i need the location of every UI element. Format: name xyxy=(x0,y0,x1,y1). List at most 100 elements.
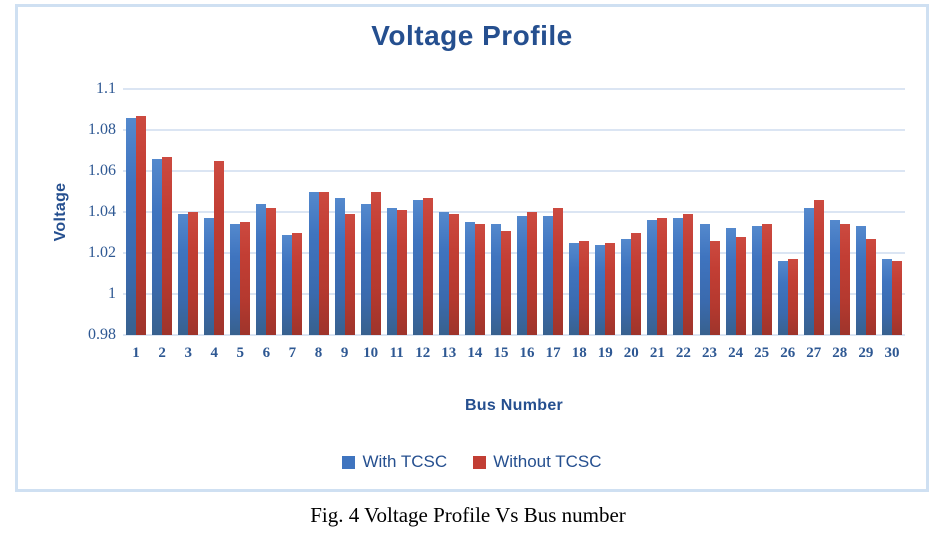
bar-without-tcsc-bus-20 xyxy=(631,232,642,335)
bar-with-tcsc-bus-14 xyxy=(464,222,475,335)
x-tick-label: 7 xyxy=(288,345,297,361)
bar-without-tcsc-bus-27 xyxy=(813,199,824,335)
y-tick-label: 1.1 xyxy=(96,80,116,97)
x-tick-label: 10 xyxy=(363,345,379,361)
x-tick-label: 8 xyxy=(314,345,323,361)
bar-with-tcsc-bus-23 xyxy=(699,224,710,335)
legend-label-with-tcsc: With TCSC xyxy=(362,452,448,471)
gridline xyxy=(123,170,905,172)
x-tick-label: 26 xyxy=(780,345,796,361)
y-tick-label: 1.08 xyxy=(88,121,116,138)
y-axis-title: Voltage xyxy=(52,182,69,242)
chart-legend: With TCSC Without TCSC xyxy=(16,452,928,472)
x-tick-label: 3 xyxy=(184,345,192,361)
x-tick-label: 9 xyxy=(340,345,349,361)
y-tick-label: 1 xyxy=(108,285,116,302)
bar-without-tcsc-bus-13 xyxy=(448,214,459,335)
gridline xyxy=(123,252,905,254)
bar-with-tcsc-bus-26 xyxy=(777,261,788,335)
bar-with-tcsc-bus-29 xyxy=(855,226,866,335)
bar-without-tcsc-bus-7 xyxy=(292,232,303,335)
x-tick-label: 19 xyxy=(597,345,613,361)
bar-with-tcsc-bus-25 xyxy=(751,226,762,335)
bar-without-tcsc-bus-10 xyxy=(370,191,381,335)
x-tick-label: 12 xyxy=(415,345,431,361)
bar-without-tcsc-bus-9 xyxy=(344,214,355,335)
chart-title: Voltage Profile xyxy=(371,20,573,51)
figure-caption: Fig. 4 Voltage Profile Vs Bus number xyxy=(310,503,626,527)
x-tick-label: 28 xyxy=(832,345,848,361)
bar-without-tcsc-bus-15 xyxy=(501,230,511,335)
bar-with-tcsc-bus-7 xyxy=(282,234,293,335)
bar-without-tcsc-bus-24 xyxy=(735,236,746,335)
bar-without-tcsc-bus-16 xyxy=(527,212,537,335)
bar-with-tcsc-bus-27 xyxy=(803,207,814,335)
bar-without-tcsc-bus-29 xyxy=(865,238,876,335)
x-tick-label: 17 xyxy=(545,345,561,361)
bar-with-tcsc-bus-17 xyxy=(543,216,554,335)
x-tick-label: 11 xyxy=(389,345,404,361)
bar-with-tcsc-bus-19 xyxy=(595,244,606,335)
bar-without-tcsc-bus-25 xyxy=(761,224,772,335)
legend-item-without-tcsc: Without TCSC xyxy=(473,452,602,472)
bar-without-tcsc-bus-11 xyxy=(396,210,407,335)
bar-with-tcsc-bus-10 xyxy=(360,203,371,335)
gridline xyxy=(123,293,905,295)
bar-without-tcsc-bus-21 xyxy=(657,218,668,335)
bar-with-tcsc-bus-6 xyxy=(256,203,267,335)
bar-with-tcsc-bus-20 xyxy=(621,238,632,335)
gridline xyxy=(123,129,905,131)
x-tick-label: 1 xyxy=(132,345,140,361)
bar-without-tcsc-bus-26 xyxy=(787,259,798,335)
y-tick-label: 1.02 xyxy=(88,244,116,261)
bar-with-tcsc-bus-16 xyxy=(517,216,527,335)
bar-without-tcsc-bus-8 xyxy=(318,191,329,335)
x-tick-label: 6 xyxy=(262,345,271,361)
x-tick-label: 4 xyxy=(210,345,218,361)
bar-without-tcsc-bus-18 xyxy=(579,240,590,335)
legend-swatch-with-tcsc-icon xyxy=(342,455,356,469)
bar-without-tcsc-bus-23 xyxy=(709,240,720,335)
bar-with-tcsc-bus-9 xyxy=(334,197,345,335)
bar-without-tcsc-bus-6 xyxy=(266,207,277,335)
bar-without-tcsc-bus-28 xyxy=(839,224,850,335)
bar-with-tcsc-bus-30 xyxy=(882,259,892,335)
bar-with-tcsc-bus-11 xyxy=(386,207,397,335)
bar-without-tcsc-bus-14 xyxy=(474,224,485,335)
bar-with-tcsc-bus-2 xyxy=(152,158,163,335)
x-tick-label: 24 xyxy=(728,345,744,361)
bar-without-tcsc-bus-12 xyxy=(422,197,433,335)
bar-without-tcsc-bus-1 xyxy=(136,115,146,335)
bar-with-tcsc-bus-12 xyxy=(412,199,423,335)
bar-with-tcsc-bus-8 xyxy=(308,191,319,335)
x-tick-label: 25 xyxy=(754,345,770,361)
x-tick-label: 15 xyxy=(493,345,509,361)
x-tick-label: 20 xyxy=(623,345,639,361)
bar-without-tcsc-bus-19 xyxy=(605,242,616,335)
x-tick-label: 14 xyxy=(467,345,483,361)
bar-without-tcsc-bus-3 xyxy=(188,212,199,335)
gridline xyxy=(123,211,905,213)
bar-with-tcsc-bus-5 xyxy=(230,224,241,335)
bar-without-tcsc-bus-5 xyxy=(240,222,251,335)
bar-without-tcsc-bus-17 xyxy=(553,207,564,335)
y-tick-label: 0.98 xyxy=(88,326,116,343)
x-tick-label: 16 xyxy=(519,345,535,361)
x-tick-label: 23 xyxy=(702,345,717,361)
x-tick-label: 29 xyxy=(858,345,874,361)
x-axis-title: Bus Number xyxy=(464,397,564,414)
bar-without-tcsc-bus-2 xyxy=(162,156,173,335)
x-tick-label: 27 xyxy=(806,345,822,361)
bar-with-tcsc-bus-1 xyxy=(126,117,136,335)
x-tick-label: 2 xyxy=(158,345,166,361)
bar-without-tcsc-bus-22 xyxy=(683,214,694,335)
bar-with-tcsc-bus-15 xyxy=(491,224,501,335)
bar-with-tcsc-bus-22 xyxy=(673,218,684,335)
bar-with-tcsc-bus-18 xyxy=(569,242,580,335)
gridline xyxy=(123,334,905,336)
y-tick-label: 1.06 xyxy=(88,162,116,179)
x-tick-label: 22 xyxy=(675,345,691,361)
x-tick-label: 21 xyxy=(649,345,665,361)
gridline xyxy=(123,88,905,90)
bar-without-tcsc-bus-30 xyxy=(892,261,902,335)
